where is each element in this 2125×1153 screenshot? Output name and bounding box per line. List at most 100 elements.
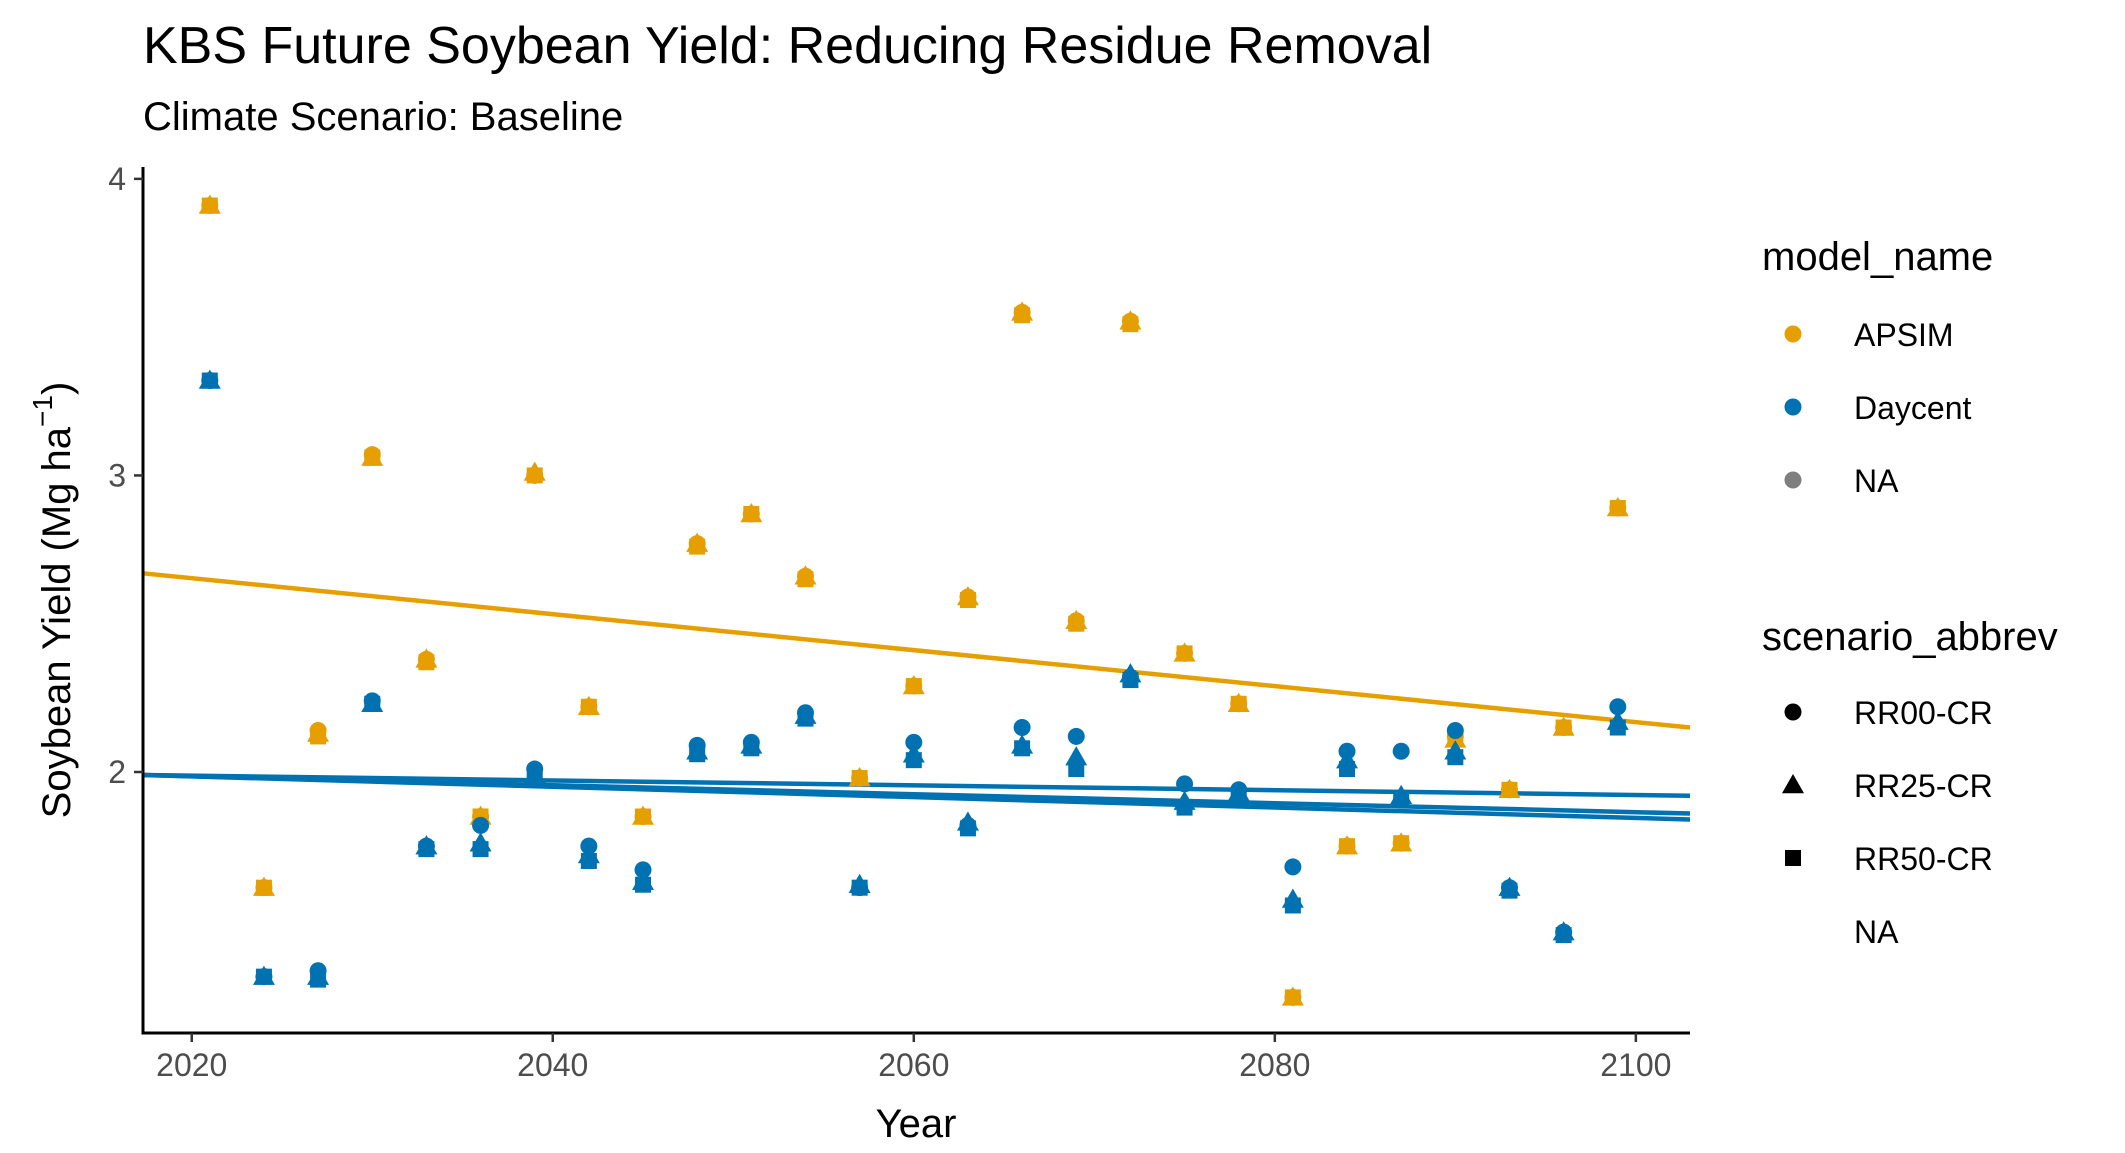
- legend-label-na: NA: [1854, 914, 1899, 950]
- y-axis-title-close: ): [35, 382, 79, 395]
- data-point: [255, 879, 272, 896]
- data-point: [1501, 882, 1518, 899]
- legend-scenario-abbrev: scenario_abbrev RR00-CR RR25-CR RR50-CR NA: [1762, 615, 2058, 950]
- data-point: [1609, 500, 1626, 517]
- data-point: [472, 816, 490, 834]
- data-point: [1555, 719, 1572, 736]
- data-point: [1393, 790, 1410, 807]
- data-point: [1065, 746, 1088, 766]
- data-point: [797, 571, 814, 588]
- data-point: [364, 449, 381, 466]
- legend-label-apsim: APSIM: [1854, 317, 1954, 353]
- data-point: [1609, 719, 1626, 736]
- legend-scenario-abbrev-title: scenario_abbrev: [1762, 615, 2058, 659]
- data-point: [1122, 672, 1139, 689]
- trend-line-daycent-rr00-cr: [142, 772, 1691, 798]
- data-point: [1014, 740, 1031, 757]
- data-point: [1176, 775, 1194, 793]
- data-point: [1284, 897, 1301, 914]
- trend-line-daycent-rr50-cr: [142, 772, 1691, 822]
- data-point: [201, 372, 218, 389]
- data-point: [201, 197, 218, 214]
- legend-key-rr50-cr: [1785, 850, 1801, 866]
- data-point: [472, 841, 489, 858]
- data-point: [364, 695, 381, 712]
- data-point: [1013, 719, 1031, 737]
- y-axis-title-exponent: −1: [27, 395, 58, 427]
- x-axis-ticks: 2020 2040 2060 2080 2100: [156, 1033, 1671, 1083]
- legend-label-rr25-cr: RR25-CR: [1854, 768, 1993, 804]
- data-point: [1339, 761, 1356, 778]
- data-point: [1447, 749, 1464, 766]
- data-point: [1393, 835, 1410, 852]
- data-point: [580, 698, 597, 715]
- data-point: [1067, 727, 1085, 745]
- legend-key-rr00-cr: [1784, 703, 1802, 721]
- y-tick-label: 3: [108, 457, 126, 493]
- data-point: [959, 820, 976, 837]
- data-point: [905, 752, 922, 769]
- data-point: [905, 678, 922, 695]
- data-point: [1609, 698, 1627, 716]
- series-daycent-rr50-cr: [201, 372, 1626, 988]
- legend-model-name: model_name APSIM Daycent NA: [1762, 235, 1993, 499]
- x-axis-title: Year: [876, 1102, 957, 1146]
- legend-model-name-title: model_name: [1762, 235, 1993, 279]
- legend-key-daycent: [1784, 398, 1802, 416]
- trend-line-apsim-all: [142, 571, 1691, 730]
- y-tick-label: 4: [108, 161, 126, 197]
- legend-key-rr25-cr: [1782, 774, 1804, 794]
- x-tick-label: 2020: [156, 1047, 227, 1083]
- x-tick-label: 2080: [1239, 1047, 1310, 1083]
- x-tick-label: 2060: [878, 1047, 949, 1083]
- data-point: [1339, 838, 1356, 855]
- data-point: [1230, 790, 1247, 807]
- data-point: [1068, 761, 1085, 778]
- legend-key-na: [1784, 471, 1802, 489]
- data-point: [851, 879, 868, 896]
- data-point: [1068, 615, 1085, 632]
- data-point: [635, 876, 652, 893]
- x-tick-label: 2100: [1600, 1047, 1671, 1083]
- data-point: [1284, 989, 1301, 1006]
- data-point: [418, 654, 435, 671]
- data-point: [1392, 742, 1410, 760]
- legend-label-rr00-cr: RR00-CR: [1854, 695, 1993, 731]
- chart-subtitle: Climate Scenario: Baseline: [143, 95, 623, 139]
- data-point: [743, 505, 760, 522]
- legend-key-apsim: [1784, 325, 1802, 343]
- legend-label-rr50-cr: RR50-CR: [1854, 841, 1993, 877]
- data-point: [1014, 307, 1031, 324]
- legend-label-daycent: Daycent: [1854, 390, 1972, 426]
- data-point: [1501, 781, 1518, 798]
- y-axis-ticks: 2 3 4: [108, 161, 143, 790]
- series-apsim-rr50-cr: [201, 197, 1626, 1006]
- data-point: [580, 852, 597, 869]
- data-point: [418, 841, 435, 858]
- y-axis-title: Soybean Yield (Mg ha−1): [27, 382, 79, 819]
- plot-panel: [142, 194, 1691, 1006]
- data-point: [310, 728, 327, 745]
- data-point: [1555, 927, 1572, 944]
- data-point: [634, 861, 652, 879]
- data-point: [689, 538, 706, 555]
- legend-label-na: NA: [1854, 463, 1899, 499]
- data-point: [1122, 316, 1139, 333]
- data-point: [526, 769, 543, 786]
- chart-title: KBS Future Soybean Yield: Reducing Resid…: [143, 17, 1432, 75]
- x-tick-label: 2040: [517, 1047, 588, 1083]
- data-point: [635, 808, 652, 825]
- y-tick-label: 2: [108, 754, 126, 790]
- data-point: [255, 968, 272, 985]
- data-point: [851, 769, 868, 786]
- data-point: [743, 740, 760, 757]
- data-point: [526, 467, 543, 484]
- data-point: [1284, 858, 1302, 876]
- data-point: [1176, 645, 1193, 662]
- data-point: [689, 746, 706, 763]
- data-point: [1176, 799, 1193, 816]
- y-axis-title-main: Soybean Yield (Mg ha: [35, 426, 79, 818]
- data-point: [797, 710, 814, 727]
